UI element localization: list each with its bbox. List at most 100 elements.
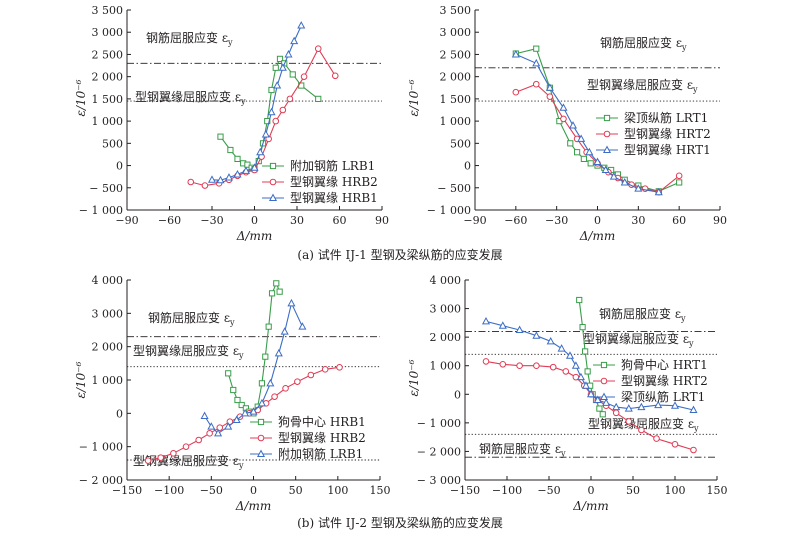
triangle-marker	[545, 83, 554, 91]
triangle-marker	[654, 187, 663, 196]
ref-label-subscript: y	[560, 449, 566, 458]
y-tick-label: 1 000	[440, 115, 472, 128]
x-tick-label: −100	[492, 484, 522, 497]
y-tick-label: − 1 000	[417, 417, 461, 430]
circle-marker	[512, 88, 520, 96]
chart-a-right: −90 −60 −30 0 30 60 90 − 1 000 − 500 0 500 1 000 1 5…	[407, 4, 727, 243]
square-marker	[265, 323, 272, 330]
caption-a: (a) 试件 IJ-1 型钢及梁纵筋的应变发展	[297, 247, 502, 262]
y-tick-label: − 500	[437, 182, 471, 195]
triangle-marker	[654, 400, 663, 409]
x-tick-label: 0	[251, 214, 258, 227]
circle-marker	[336, 364, 343, 371]
triangle-marker	[290, 36, 299, 45]
ref-label-text: 钢筋屈服应变 ε	[146, 30, 228, 45]
circle-marker	[516, 362, 523, 370]
triangle-marker	[273, 81, 282, 89]
triangle-marker	[249, 407, 258, 415]
circle-marker	[157, 454, 165, 461]
rebar-yield-label: 钢筋屈服应变 εy	[146, 30, 233, 47]
ref-label-text: 钢筋屈服应变 ε	[148, 310, 230, 325]
y-tick-label: − 500	[89, 182, 123, 195]
x-tick-label: −30	[545, 214, 568, 227]
y-tick-label: 0	[116, 407, 123, 420]
y-tick-label: − 1 000	[427, 204, 471, 217]
x-tick-label: −90	[463, 214, 486, 227]
triangle-marker	[670, 401, 680, 409]
y-tick-label: 2 500	[440, 48, 472, 61]
y-tick-label: 3 000	[92, 26, 124, 39]
square-marker	[567, 140, 574, 147]
square-marker	[676, 179, 683, 186]
circle-marker	[600, 377, 608, 385]
y-tick-label: 1 500	[440, 93, 472, 106]
y-tick-label: 3 000	[92, 307, 124, 320]
circle-marker	[272, 117, 280, 125]
y-tick-label: 2 000	[92, 71, 124, 84]
triangle-marker	[274, 348, 283, 357]
square-marker	[257, 418, 265, 426]
y-axis-label: ε/10⁻⁶	[407, 79, 421, 116]
triangle-marker	[565, 351, 575, 359]
legend-label: 附加钢筋 LRB1	[290, 158, 375, 173]
triangle-marker	[224, 422, 233, 430]
ref-label-subscript: y	[240, 97, 246, 106]
triangle-marker	[601, 165, 610, 173]
triangle-marker	[581, 381, 590, 389]
series-3	[200, 298, 307, 437]
circle-marker	[560, 115, 567, 123]
square-marker	[244, 161, 251, 168]
x-tick-label: 150	[707, 484, 728, 497]
legend-label: 附加钢筋 LRB1	[278, 446, 363, 461]
triangle-marker	[207, 422, 216, 430]
ref-label-subscript: y	[238, 461, 244, 470]
triangle-marker	[532, 58, 541, 67]
triangle-marker	[261, 129, 270, 138]
circle-marker	[144, 457, 152, 464]
triangle-marker	[224, 173, 234, 181]
triangle-marker	[297, 21, 306, 29]
y-tick-label: 500	[102, 137, 123, 150]
triangle-marker	[546, 336, 555, 345]
square-marker	[273, 280, 280, 287]
circle-marker	[182, 443, 190, 450]
y-tick-label: 4 000	[430, 274, 462, 287]
square-marker	[579, 324, 586, 331]
triangle-marker	[216, 175, 225, 184]
triangle-marker	[241, 166, 251, 174]
x-tick-label: 30	[290, 214, 304, 227]
square-marker	[599, 411, 606, 418]
circle-marker	[206, 430, 213, 437]
triangle-marker	[232, 415, 241, 423]
triangle-marker	[586, 389, 596, 398]
circle-marker	[294, 378, 301, 385]
ref-label-subscript: y	[688, 339, 694, 348]
triangle-marker	[481, 316, 491, 325]
y-axis-label: ε/10⁻⁶	[74, 79, 88, 116]
circle-marker	[257, 434, 265, 442]
square-marker	[276, 55, 284, 62]
square-marker	[587, 160, 594, 167]
x-tick-label: −100	[154, 484, 184, 497]
square-marker	[315, 95, 322, 102]
triangle-marker	[612, 402, 621, 411]
x-tick-label: 90	[713, 214, 727, 227]
y-tick-label: 1 500	[92, 93, 124, 106]
triangle-marker	[532, 331, 541, 339]
triangle-marker	[200, 411, 209, 419]
triangle-marker	[233, 169, 242, 178]
square-marker	[580, 155, 587, 162]
triangle-marker	[280, 327, 289, 335]
series-3	[207, 21, 306, 184]
rebar-yield-label: 钢筋屈服应变 εy	[479, 441, 566, 458]
y-tick-label: − 2 000	[79, 474, 123, 487]
x-tick-label: −30	[200, 214, 223, 227]
y-tick-label: − 3 000	[417, 474, 461, 487]
x-tick-label: 0	[594, 214, 601, 227]
y-tick-label: 3 500	[92, 4, 124, 17]
flange-yield-label: 型钢翼缘屈服应变 εy	[588, 416, 699, 433]
square-marker	[276, 288, 283, 295]
circle-marker	[216, 424, 224, 431]
